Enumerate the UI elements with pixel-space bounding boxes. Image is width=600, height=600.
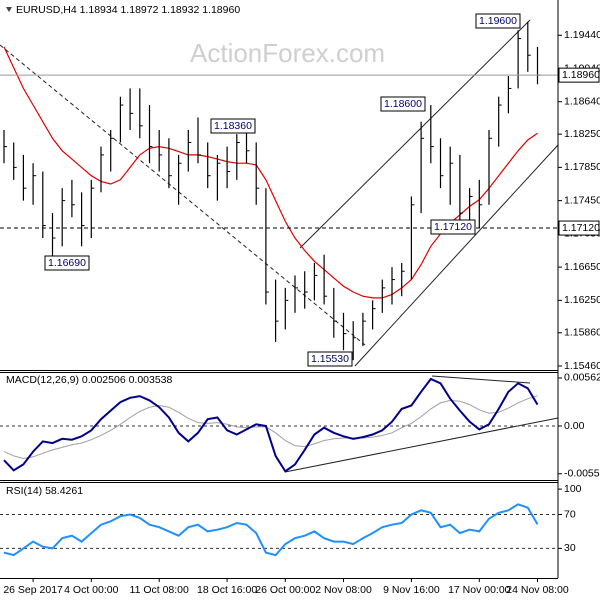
plot [0,21,558,557]
indicator-line [3,377,539,473]
y-tick-label: 1.15460 [564,360,600,372]
annotation: 1.15530 [311,353,349,365]
panel-title: MACD(12,26,9) 0.002506 0.003538 [6,374,173,386]
y-tick-label: 30 [564,542,576,554]
menu-icon [6,7,12,12]
y-tick-label: 0.005622 [564,372,600,384]
y-tick-label: 1.16250 [564,294,600,306]
annotation-box [380,96,426,112]
y-tick-label: 1.18640 [564,96,600,108]
annotation-box [210,118,256,134]
y-tick-label: 1.19440 [564,29,600,41]
y-tick-label: 100 [564,483,582,495]
x-tick-label: 2 Nov 08:00 [315,584,372,596]
price-box [558,220,600,236]
chart-title: EURUSD,H4 1.18934 1.18972 1.18932 1.1896… [16,4,240,16]
x-tick-label: 26 Sep 2017 [3,584,63,596]
y-tick-label: 1.16650 [564,261,600,273]
y-tick-label: 1.17850 [564,161,600,173]
channel-line [354,144,559,367]
y-tick-label: 1.18250 [564,128,600,140]
x-tick-label: 24 Nov 08:00 [506,584,569,596]
x-tick-label: 26 Oct 00:00 [255,584,315,596]
annotation-box [44,255,90,271]
annotation-box [307,351,353,367]
annotation-box [430,219,476,235]
indicator-line [3,395,538,460]
annotation: 1.18600 [384,98,422,110]
y-tick-label: 70 [564,508,576,520]
x-tick-label: 18 Oct 16:00 [197,584,257,596]
channel-line [299,19,531,249]
annotation: 1.19600 [479,15,517,27]
panel-title: RSI(14) 58.4261 [6,485,83,497]
trend-line [431,375,531,384]
trend-line [284,417,559,473]
indicator-line [3,503,539,557]
x-tick-label: 17 Nov 00:00 [448,584,511,596]
x-tick-label: 4 Oct 00:00 [64,584,118,596]
annotation: 1.17120 [434,221,472,233]
price-box-label: 1.18960 [562,69,600,81]
x-tick-label: 9 Nov 16:00 [383,584,440,596]
y-tick-label: -0.005588 [564,468,600,480]
price-box-label: 1.17120 [562,222,600,234]
y-tick-label: 0.00 [564,420,585,432]
annotation: 1.16690 [48,257,86,269]
price-box [558,67,600,83]
y-tick-label: 1.17450 [564,194,600,206]
annotation-box [475,13,521,29]
annotation: 1.18360 [214,120,252,132]
watermark: ActionForex.com [190,38,385,68]
y-tick-label: 1.15860 [564,327,600,339]
x-tick-label: 11 Oct 08:00 [130,584,190,596]
